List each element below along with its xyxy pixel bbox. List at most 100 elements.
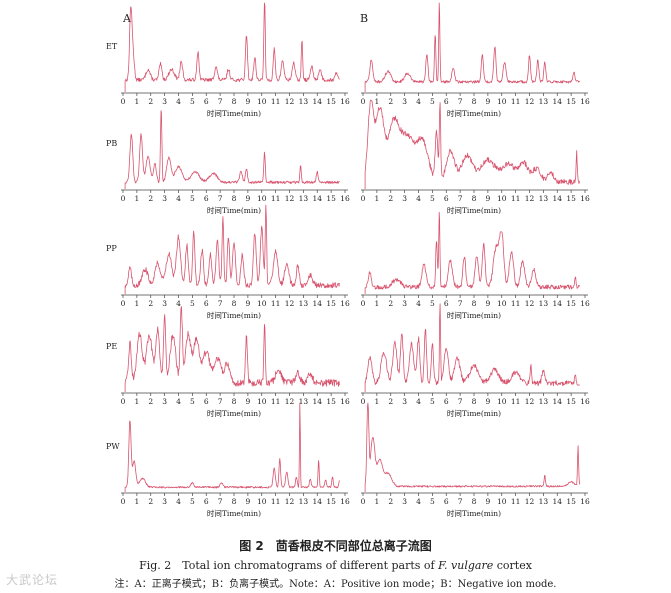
x-tick-label-pb-a-5: 5 (190, 194, 195, 203)
x-tick-label-pw-b-16: 16 (580, 497, 590, 506)
x-tick-label-pw-b-0: 0 (361, 497, 366, 506)
x-tick-label-et-b-11: 11 (511, 97, 521, 106)
x-tick-label-pe-a-10: 10 (257, 397, 267, 406)
x-tick-label-pb-a-3: 3 (162, 194, 167, 203)
x-tick-label-pp-b-6: 6 (444, 299, 449, 308)
x-tick-label-pw-b-13: 13 (539, 497, 549, 506)
x-tick-label-pw-a-14: 14 (312, 497, 322, 506)
x-tick-label-pp-b-0: 0 (361, 299, 366, 308)
x-tick-label-pp-b-1: 1 (374, 299, 379, 308)
figure-note: 注：A：正离子模式；B：负离子模式。Note：A：Positive ion mo… (114, 579, 557, 590)
x-tick-label-pp-a-4: 4 (176, 299, 181, 308)
x-tick-label-pp-b-14: 14 (552, 299, 562, 308)
x-axis-title-pp-a: 时间Time(min) (207, 310, 261, 320)
x-tick-label-pw-a-12: 12 (285, 497, 295, 506)
x-tick-label-pw-a-10: 10 (257, 497, 267, 506)
x-tick-label-pw-a-5: 5 (190, 497, 195, 506)
x-tick-label-et-b-5: 5 (430, 97, 435, 106)
x-tick-label-pe-b-6: 6 (444, 397, 449, 406)
x-tick-label-et-a-5: 5 (190, 97, 195, 106)
x-tick-label-pw-b-2: 2 (388, 497, 393, 506)
x-tick-label-pe-b-11: 11 (511, 397, 521, 406)
figure-title-en: Fig. 2 Total ion chromatograms of differ… (0, 557, 671, 573)
trace-pw-a (124, 402, 340, 492)
x-tick-label-pp-b-7: 7 (458, 299, 463, 308)
x-tick-label-pb-b-2: 2 (388, 194, 393, 203)
x-tick-label-et-a-1: 1 (134, 97, 139, 106)
x-tick-label-pe-a-2: 2 (148, 397, 153, 406)
trace-pp-a (124, 204, 340, 294)
row-label-pp: PP (106, 244, 117, 253)
x-tick-label-pw-b-11: 11 (511, 497, 521, 506)
x-tick-label-et-a-0: 0 (121, 97, 126, 106)
x-tick-label-pw-a-8: 8 (232, 497, 237, 506)
x-tick-label-et-b-4: 4 (416, 97, 421, 106)
x-tick-label-et-a-15: 15 (326, 97, 336, 106)
x-tick-label-pb-b-16: 16 (580, 194, 590, 203)
x-tick-label-pp-a-5: 5 (190, 299, 195, 308)
trace-pp-b (364, 211, 580, 294)
x-tick-label-pb-b-11: 11 (511, 194, 521, 203)
x-tick-label-pp-b-11: 11 (511, 299, 521, 308)
x-tick-label-pe-a-0: 0 (121, 397, 126, 406)
x-tick-label-pw-b-9: 9 (485, 497, 490, 506)
x-tick-label-pe-a-5: 5 (190, 397, 195, 406)
row-label-pe: PE (106, 342, 117, 351)
x-tick-label-pe-b-14: 14 (552, 397, 562, 406)
x-tick-label-et-a-14: 14 (312, 97, 322, 106)
x-tick-label-pb-b-12: 12 (525, 194, 535, 203)
x-tick-label-pw-b-7: 7 (458, 497, 463, 506)
trace-pb-a (124, 110, 340, 189)
figure-title-cn: 图 2 茴香根皮不同部位总离子流图 (239, 539, 432, 553)
x-tick-label-pe-a-16: 16 (340, 397, 350, 406)
row-label-pw: PW (106, 442, 120, 451)
x-tick-label-et-a-12: 12 (285, 97, 295, 106)
x-axis-title-pe-b: 时间Time(min) (447, 408, 501, 418)
x-tick-label-pw-b-10: 10 (497, 497, 507, 506)
x-tick-label-et-b-9: 9 (485, 97, 490, 106)
x-tick-label-pb-a-11: 11 (271, 194, 281, 203)
x-tick-label-pe-a-4: 4 (176, 397, 181, 406)
species-name: F. vulgare (438, 559, 494, 572)
x-tick-label-pe-b-15: 15 (566, 397, 576, 406)
x-tick-label-pe-a-9: 9 (245, 397, 250, 406)
x-tick-label-pb-a-7: 7 (218, 194, 223, 203)
x-tick-label-pe-b-13: 13 (539, 397, 549, 406)
x-tick-label-et-a-4: 4 (176, 97, 181, 106)
row-label-pb: PB (106, 139, 117, 148)
x-tick-label-pb-b-8: 8 (472, 194, 477, 203)
x-tick-label-pe-a-1: 1 (134, 397, 139, 406)
x-tick-label-pb-a-12: 12 (285, 194, 295, 203)
x-tick-label-pe-b-0: 0 (361, 397, 366, 406)
x-tick-label-pb-a-1: 1 (134, 194, 139, 203)
x-tick-label-pe-b-1: 1 (374, 397, 379, 406)
x-axis-title-pb-b: 时间Time(min) (447, 205, 501, 215)
x-tick-label-et-b-16: 16 (580, 97, 590, 106)
x-tick-label-et-b-15: 15 (566, 97, 576, 106)
x-tick-label-pw-a-9: 9 (245, 497, 250, 506)
x-tick-label-pe-b-5: 5 (430, 397, 435, 406)
x-tick-label-pw-a-6: 6 (204, 497, 209, 506)
trace-et-b (364, 2, 580, 92)
x-axis-title-pw-b: 时间Time(min) (447, 508, 501, 518)
x-tick-label-pb-b-13: 13 (539, 194, 549, 203)
x-tick-label-et-b-0: 0 (361, 97, 366, 106)
x-tick-label-pp-b-8: 8 (472, 299, 477, 308)
x-tick-label-pw-b-15: 15 (566, 497, 576, 506)
x-tick-label-pp-a-12: 12 (285, 299, 295, 308)
x-tick-label-et-b-2: 2 (388, 97, 393, 106)
x-tick-label-pb-a-13: 13 (299, 194, 309, 203)
x-tick-label-pe-a-11: 11 (271, 397, 281, 406)
x-tick-label-pw-b-3: 3 (402, 497, 407, 506)
x-tick-label-pw-b-1: 1 (374, 497, 379, 506)
x-tick-label-pw-b-8: 8 (472, 497, 477, 506)
x-tick-label-pe-b-3: 3 (402, 397, 407, 406)
x-tick-label-pp-a-8: 8 (232, 299, 237, 308)
x-tick-label-pp-b-4: 4 (416, 299, 421, 308)
x-tick-label-pe-b-2: 2 (388, 397, 393, 406)
x-tick-label-pb-b-4: 4 (416, 194, 421, 203)
watermark: 大武论坛 (6, 573, 59, 587)
x-tick-label-pp-b-2: 2 (388, 299, 393, 308)
x-tick-label-pb-b-1: 1 (374, 194, 379, 203)
x-tick-label-pp-a-16: 16 (340, 299, 350, 308)
